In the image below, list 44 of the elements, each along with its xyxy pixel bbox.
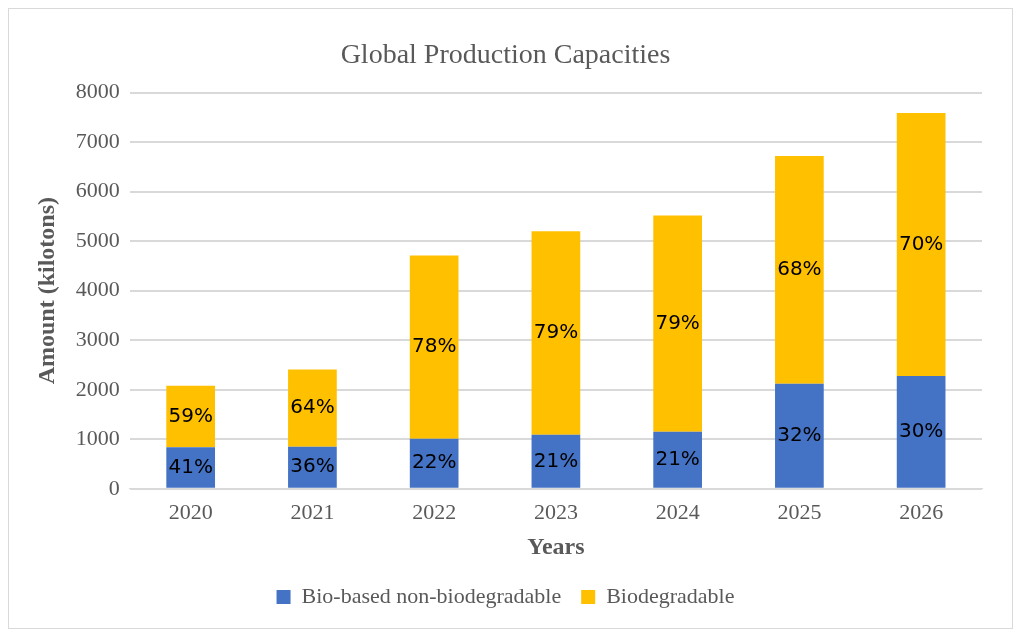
- bar: [775, 383, 824, 488]
- annotation: 68%: [777, 256, 822, 281]
- x-tick-label: 2026: [899, 498, 944, 524]
- annotation: 36%: [290, 453, 335, 478]
- annotation: 70%: [898, 230, 944, 255]
- annotation: 64%: [290, 394, 335, 419]
- annotation: 30%: [898, 418, 944, 443]
- annotation: 21%: [533, 447, 579, 472]
- y-tick-label: 1000: [75, 425, 120, 451]
- x-tick-label: 2025: [777, 498, 822, 524]
- x-tick-label: 2020: [168, 498, 213, 524]
- y-tick-label: 0: [108, 474, 120, 500]
- bar: [653, 215, 702, 432]
- y-tick-label: 3000: [75, 326, 120, 352]
- annotation: 78%: [411, 333, 457, 358]
- y-axis-title: Amount (kilotons): [32, 197, 59, 385]
- x-tick-label: 2022: [412, 498, 457, 524]
- bar: [409, 255, 459, 439]
- annotation: 21%: [655, 446, 700, 471]
- chart-title: Global Production Capacities: [340, 38, 671, 70]
- legend-label: Bio-based non-biodegradable: [301, 582, 562, 608]
- bar: [896, 375, 946, 488]
- annotation: 59%: [168, 402, 213, 427]
- y-tick-label: 4000: [75, 276, 120, 302]
- y-tick-label: 8000: [75, 78, 120, 104]
- x-tick-label: 2021: [290, 498, 335, 524]
- annotation: 32%: [777, 422, 822, 447]
- annotation: 41%: [168, 453, 213, 478]
- bar: [531, 231, 581, 435]
- bar: [288, 369, 337, 447]
- x-axis-title: Years: [527, 532, 585, 559]
- bar: [896, 112, 946, 376]
- y-tick-label: 7000: [75, 127, 120, 153]
- annotation: 79%: [655, 309, 700, 334]
- annotation: 79%: [533, 319, 579, 344]
- y-tick-label: 5000: [75, 226, 120, 252]
- y-tick-label: 6000: [75, 177, 120, 203]
- legend-label: Biodegradable: [606, 582, 735, 608]
- bar: [653, 431, 702, 488]
- annotation: 22%: [411, 449, 457, 474]
- bar: [775, 155, 824, 384]
- x-tick-label: 2024: [655, 498, 700, 524]
- y-tick-label: 2000: [75, 375, 120, 401]
- x-tick-label: 2023: [533, 498, 578, 524]
